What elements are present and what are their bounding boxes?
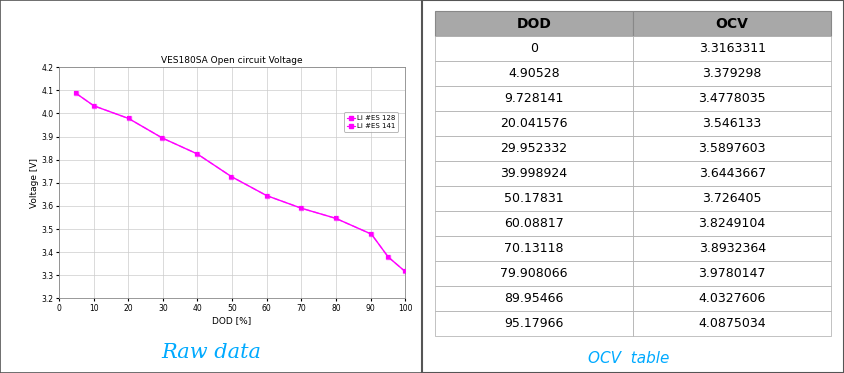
Y-axis label: Voltage [V]: Voltage [V] <box>30 158 39 208</box>
X-axis label: DOD [%]: DOD [%] <box>213 316 252 325</box>
Legend: Li #ES 128, Li #ES 141: Li #ES 128, Li #ES 141 <box>344 112 398 132</box>
Text: Raw data: Raw data <box>161 343 261 362</box>
Text: OCV  table: OCV table <box>588 351 669 366</box>
Title: VES180SA Open circuit Voltage: VES180SA Open circuit Voltage <box>161 56 303 65</box>
